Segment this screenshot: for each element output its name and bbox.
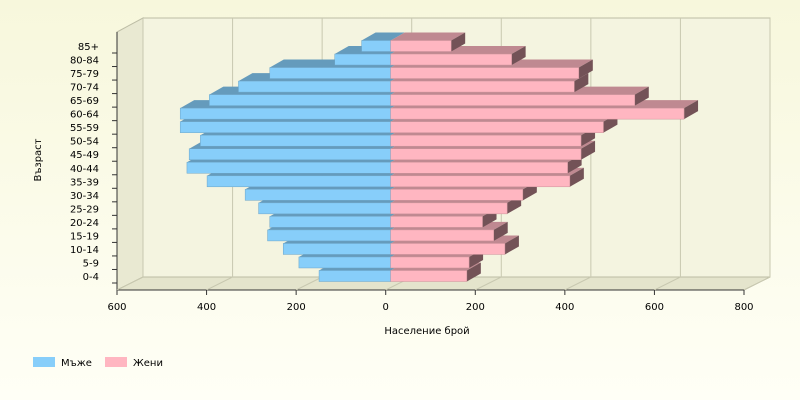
y-tick-label: 55-59	[70, 123, 99, 134]
bar	[390, 67, 580, 79]
x-tick-label: 400	[555, 302, 574, 313]
bar-side	[504, 235, 519, 255]
bar	[390, 134, 582, 147]
bar	[390, 202, 508, 215]
y-tick-label: 40-44	[70, 164, 99, 175]
bar-top	[361, 32, 405, 41]
bar	[390, 121, 604, 133]
x-tick-label: 0	[383, 302, 389, 313]
bar-side	[569, 167, 584, 187]
bar	[334, 53, 391, 66]
bar	[390, 229, 494, 242]
bar-side	[634, 86, 649, 106]
legend-label: Жени	[133, 358, 163, 369]
legend: Мъже Жени	[33, 357, 163, 369]
y-tick-label: 70-74	[70, 83, 99, 94]
bar	[390, 256, 470, 269]
y-tick-label: 35-39	[70, 177, 99, 188]
bar	[318, 270, 391, 282]
bar	[361, 40, 391, 52]
y-tick-label: 5-9	[83, 258, 99, 269]
y-tick-label: 75-79	[70, 69, 99, 80]
grid-line	[654, 276, 681, 291]
grid-line	[295, 276, 323, 291]
side-wall	[116, 17, 144, 291]
bar	[186, 162, 391, 174]
bar	[390, 148, 582, 160]
bar	[206, 175, 391, 188]
y-tick-label: 30-34	[70, 191, 99, 202]
bar-side	[466, 262, 481, 282]
y-tick-label: 80-84	[70, 56, 99, 67]
bar-top	[390, 32, 466, 41]
y-tick-label: 20-24	[70, 218, 99, 229]
x-tick-label: 600	[107, 302, 126, 313]
bar	[390, 53, 512, 66]
bar-side	[578, 59, 593, 79]
x-tick-label: 400	[197, 302, 216, 313]
bar	[244, 189, 391, 201]
bar-side	[574, 73, 589, 93]
y-tick-label: 45-49	[70, 150, 99, 161]
x-axis-title: Население брой	[384, 326, 469, 337]
bar	[390, 40, 452, 52]
bar	[390, 243, 506, 255]
bar	[209, 94, 391, 106]
bar	[390, 270, 468, 282]
bar-side	[493, 221, 508, 241]
x-tick-label: 800	[734, 302, 753, 313]
bar	[390, 94, 636, 106]
grid-line	[743, 276, 771, 291]
bar	[298, 256, 391, 269]
x-tick-label: 600	[645, 302, 664, 313]
legend-swatch	[105, 357, 127, 367]
y-tick-label: 15-19	[70, 231, 99, 242]
bar	[269, 216, 391, 228]
bar	[390, 162, 568, 174]
bar	[267, 229, 391, 242]
grid-line	[116, 276, 144, 291]
bar	[179, 121, 391, 133]
y-tick-label: 50-54	[70, 137, 99, 148]
grid-line	[206, 276, 233, 291]
bar	[390, 216, 483, 228]
legend-swatch	[33, 357, 55, 367]
bar	[258, 202, 391, 215]
bar-side	[511, 46, 526, 66]
y-axis-title: Възраст	[33, 138, 44, 181]
x-tick-label: 200	[287, 302, 306, 313]
legend-label: Мъже	[61, 358, 92, 369]
grid-line	[564, 276, 592, 291]
bar	[179, 107, 391, 120]
y-tick-label: 60-64	[70, 110, 99, 121]
y-tick-label: 65-69	[70, 96, 99, 107]
bar	[282, 243, 391, 255]
bar	[200, 134, 391, 147]
y-tick-label: 0-4	[83, 272, 99, 283]
bar-side	[581, 140, 596, 160]
bar-side	[684, 100, 699, 120]
bar	[390, 189, 524, 201]
bar-side	[451, 32, 466, 52]
y-tick-label: 25-29	[70, 204, 99, 215]
x-tick-label: 200	[466, 302, 485, 313]
bar	[390, 175, 571, 188]
y-tick-label: 10-14	[70, 245, 99, 256]
y-tick-label: 85+	[78, 42, 99, 53]
bar	[390, 80, 575, 93]
bar	[188, 148, 391, 160]
bar	[269, 67, 391, 79]
bar	[238, 80, 391, 93]
bar	[390, 107, 685, 120]
grid-line	[475, 276, 502, 291]
